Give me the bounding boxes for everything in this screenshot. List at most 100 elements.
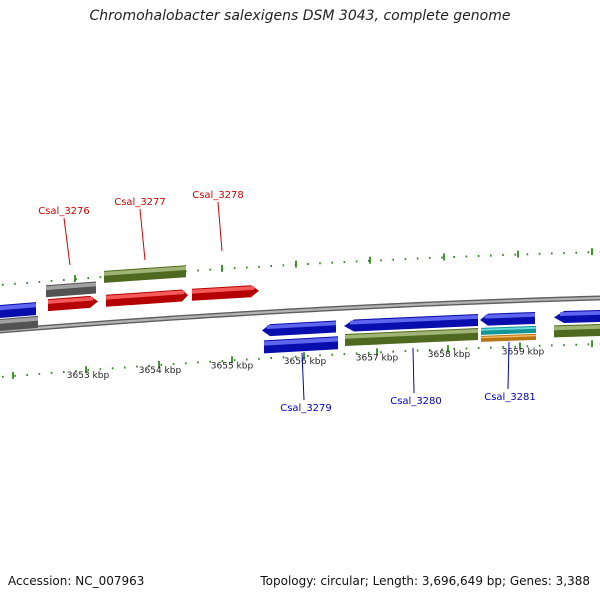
outer-tick-row-dot (404, 258, 407, 261)
inner-tick-row-dot (416, 349, 419, 352)
inner-tick-row-major-tick (376, 348, 378, 356)
inner-tick-row-dot (50, 371, 53, 374)
outer-tick-row-dot (246, 266, 248, 269)
outer-tick-row-major-tick (591, 248, 593, 256)
cds-right-edge-blue-highlight (560, 311, 600, 316)
reverse-label-leader (301, 352, 305, 401)
inner-tick-row-major-tick (591, 340, 593, 348)
outer-tick-row-dot (538, 252, 541, 255)
inner-tick-row-dot (160, 363, 163, 366)
backbone (0, 296, 600, 333)
inner-tick-row-dot (124, 366, 126, 369)
inner-tick-row-dot (14, 374, 16, 377)
outer-tick-row-major-tick (369, 256, 371, 264)
forward-gene-label[interactable]: Csal_3277 (114, 197, 166, 208)
inner-tick-row-dot (587, 343, 590, 346)
outer-tick-row-dot (258, 265, 260, 268)
scale-tick-label: 3655 kbp (211, 361, 254, 371)
inner-tick-row-dot (99, 368, 102, 371)
outer-tick-row-major-tick (295, 260, 297, 268)
inner-tick-row-dot (282, 356, 285, 359)
scale-tick-label: 3653 kbp (67, 371, 110, 381)
inner-tick-row-dot (75, 370, 77, 373)
inner-tick-row-dot (502, 346, 504, 349)
reverse-gene-label[interactable]: Csal_3280 (390, 396, 442, 407)
outer-tick-row-dot (355, 260, 358, 263)
outer-tick-row-dot (209, 268, 211, 271)
outer-tick-row-dot (14, 282, 16, 285)
inner-tick-row-dot (477, 347, 480, 349)
inner-tick-row-dot (38, 372, 41, 375)
scale-tick-label: 3659 kbp (502, 347, 545, 357)
outer-tick-row-dot (526, 253, 529, 256)
csal-3276-red-highlight (48, 296, 94, 304)
reverse-label-leader (507, 341, 510, 390)
inner-tick-row-dot (429, 349, 431, 351)
outer-tick-row-major-tick (221, 264, 223, 272)
csal-3281-cyan-highlight (481, 326, 536, 331)
outer-tick-row-dot (490, 254, 492, 257)
scale-tick-label: 3654 kbp (139, 366, 182, 376)
inner-tick-row-dot (514, 345, 516, 348)
scale-tick-label: 3657 kbp (356, 353, 399, 363)
inner-tick-row-major-tick (12, 371, 14, 379)
inner-tick-row-dot (258, 357, 260, 360)
inner-tick-row-major-tick (519, 342, 521, 350)
forward-gene-label[interactable]: Csal_3276 (38, 206, 90, 217)
inner-tick-row-dot (209, 360, 211, 363)
inner-tick-row-dot (294, 355, 297, 358)
outer-tick-row-dot (551, 252, 553, 255)
csal-3278-red-highlight (192, 286, 255, 294)
inner-tick-row-dot (111, 367, 114, 370)
cds-left-edge-gray-highlight (0, 316, 38, 324)
csal-3280-blue-arrow-highlight (350, 315, 478, 325)
csal-3280-olive-highlight (345, 329, 478, 339)
outer-tick-row-dot (416, 257, 419, 260)
csal-3279-blue-arrow-highlight (266, 321, 336, 329)
inner-tick-row-dot (307, 355, 309, 357)
inner-tick-row-dot (368, 351, 370, 354)
cds-right-edge-olive-highlight (554, 325, 600, 331)
csal-3276-gray-highlight (46, 282, 96, 291)
outer-tick-row-dot (87, 277, 89, 280)
inner-tick-row-dot (63, 371, 65, 373)
scale-tick-label: 3656 kbp (284, 357, 327, 367)
inner-tick-row-dot (148, 364, 150, 367)
outer-tick-row-dot (307, 263, 309, 265)
forward-label-leader (63, 217, 71, 266)
outer-tick-row-dot (38, 280, 41, 283)
outer-tick-row-dot (477, 255, 480, 257)
csal-3281-orange-highlight (481, 334, 536, 339)
inner-tick-row-dot (319, 354, 321, 357)
outer-tick-row-dot (233, 267, 236, 270)
inner-tick-row-dot (392, 350, 394, 353)
csal-3281-blue-arrow-highlight (484, 313, 535, 319)
inner-tick-row-dot (526, 345, 529, 348)
outer-tick-row-dot (465, 255, 468, 258)
reverse-gene-label[interactable]: Csal_3281 (484, 392, 536, 403)
inner-tick-row-dot (185, 362, 187, 365)
inner-tick-row-dot (538, 344, 541, 347)
inner-tick-row-major-tick (447, 345, 449, 353)
accession-text: Accession: NC_007963 (8, 574, 145, 588)
inner-tick-row-dot (404, 350, 407, 353)
csal-3279-blue-highlight (264, 337, 338, 346)
outer-tick-row-dot (587, 251, 590, 254)
outer-tick-row-dot (380, 259, 382, 262)
inner-tick-row-dot (331, 353, 333, 356)
forward-gene-label[interactable]: Csal_3278 (192, 190, 244, 201)
scale-tick-label: 3658 kbp (428, 350, 471, 360)
inner-tick-row-dot (26, 373, 28, 376)
inner-tick-row-dot (441, 348, 443, 351)
inner-tick-row-dot (233, 359, 236, 362)
outer-tick-row-dot (282, 264, 285, 267)
topology-text: Topology: circular; Length: 3,696,649 bp… (260, 574, 590, 588)
inner-tick-row-dot (197, 361, 199, 364)
outer-tick-row-major-tick (517, 250, 519, 258)
reverse-gene-label[interactable]: Csal_3279 (280, 403, 332, 414)
outer-tick-row-dot (197, 269, 199, 272)
outer-tick-row-dot (502, 254, 504, 257)
inner-tick-row-dot (87, 369, 89, 372)
inner-tick-row-dot (343, 353, 346, 356)
